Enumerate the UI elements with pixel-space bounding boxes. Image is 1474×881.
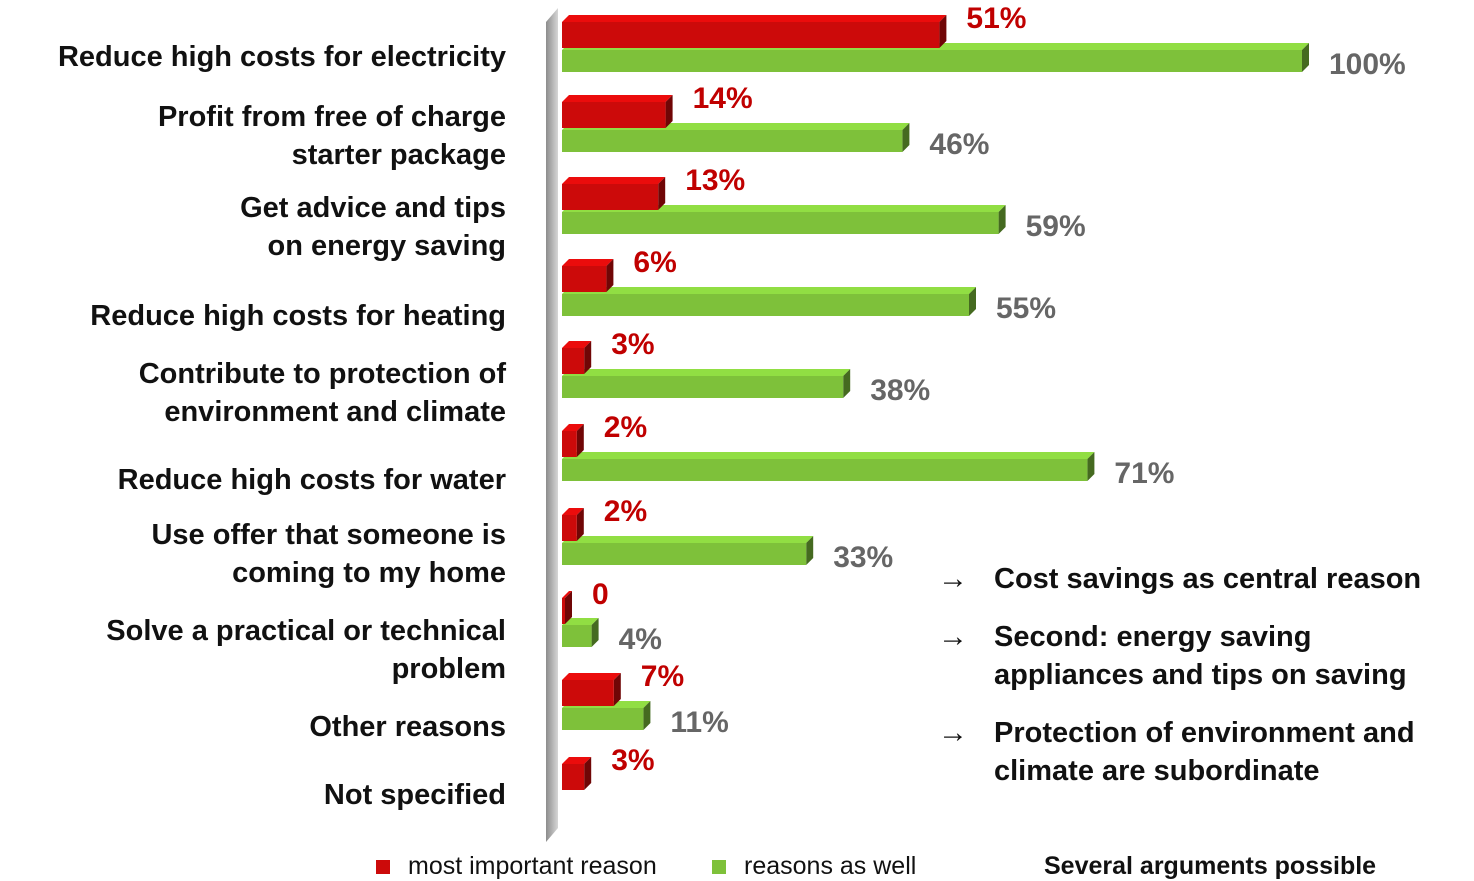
data-label: 46% xyxy=(929,128,989,161)
category-label: Not specified xyxy=(324,779,506,811)
data-label: 2% xyxy=(604,495,647,528)
takeaway-text: Protection of environment and climate ar… xyxy=(994,717,1415,787)
footnote: Several arguments possible xyxy=(1044,852,1377,880)
bar-most-important xyxy=(562,424,584,457)
legend-label: reasons as well xyxy=(744,852,917,880)
category-label: Other reasons xyxy=(309,711,506,743)
category-label: Solve a practical or technical xyxy=(106,615,506,647)
legend-swatch-red xyxy=(376,860,390,875)
category-labels: 100% 51% Reduce high costs for electricity… xyxy=(58,2,1406,811)
bar-reasons-as-well xyxy=(562,452,1095,481)
bar-reasons-as-well xyxy=(562,205,1006,234)
category-label: Profit from free of charge xyxy=(158,101,506,133)
arrow-icon: → xyxy=(938,620,968,653)
category-label: Reduce high costs for water xyxy=(118,464,506,496)
data-label: 2% xyxy=(604,411,647,444)
data-label: 55% xyxy=(996,292,1056,325)
category-label: problem xyxy=(392,653,506,685)
bar-reasons-as-well xyxy=(562,701,651,730)
data-label: 6% xyxy=(633,246,676,279)
data-label: 4% xyxy=(619,623,662,656)
category-label: Contribute to protection of xyxy=(139,358,507,390)
category-label: environment and climate xyxy=(164,396,506,428)
legend-label: most important reason xyxy=(408,852,657,880)
bar-reasons-as-well xyxy=(562,287,976,316)
data-label: 11% xyxy=(670,706,728,739)
data-label: 13% xyxy=(685,164,745,197)
legend-swatch-green xyxy=(712,860,726,875)
data-label: 14% xyxy=(693,82,753,115)
bars-group xyxy=(562,15,1309,790)
data-label: 71% xyxy=(1114,457,1174,490)
category-label: coming to my home xyxy=(232,557,506,589)
bar-most-important xyxy=(562,341,592,374)
data-label: 0 xyxy=(592,578,609,611)
data-label: 51% xyxy=(966,2,1026,35)
takeaway-text: Second: energy saving appliances and tip… xyxy=(994,621,1407,691)
bar-most-important xyxy=(562,673,621,706)
category-label: Reduce high costs for heating xyxy=(90,300,506,332)
takeaway-note: → Second: energy saving appliances and t… xyxy=(938,618,1468,694)
data-label: 7% xyxy=(641,660,684,693)
bar-reasons-as-well xyxy=(562,369,851,398)
bar-most-important xyxy=(562,259,614,292)
bar-most-important xyxy=(562,508,584,541)
data-label: 100% xyxy=(1329,48,1406,81)
arrow-icon: → xyxy=(938,562,968,595)
bar-reasons-as-well xyxy=(562,536,814,565)
takeaway-notes: → Cost savings as central reason → Secon… xyxy=(938,560,1468,810)
data-label: 3% xyxy=(611,328,654,361)
bar-reasons-as-well xyxy=(562,618,599,647)
takeaway-note: → Cost savings as central reason xyxy=(938,560,1468,598)
category-label: Use offer that someone is xyxy=(151,519,506,551)
bar-most-important xyxy=(562,177,666,210)
category-label: Get advice and tips xyxy=(240,192,506,224)
data-label: 33% xyxy=(833,541,893,574)
takeaway-text: Cost savings as central reason xyxy=(994,563,1422,595)
arrow-icon: → xyxy=(938,716,968,749)
bar-most-important xyxy=(562,591,572,624)
takeaway-note: → Protection of environment and climate … xyxy=(938,714,1468,790)
bar-most-important xyxy=(562,15,947,48)
legend-item-most-important: most important reason xyxy=(376,852,657,881)
data-label: 59% xyxy=(1026,210,1086,243)
chart-axis-wall xyxy=(546,8,558,842)
bar-most-important xyxy=(562,757,592,790)
bar-most-important xyxy=(562,95,673,128)
category-label: Reduce high costs for electricity xyxy=(58,41,506,73)
category-label: starter package xyxy=(292,139,506,171)
category-label: on energy saving xyxy=(267,230,506,262)
legend-item-as-well: reasons as well xyxy=(712,852,916,881)
data-label: 38% xyxy=(870,374,930,407)
data-label: 3% xyxy=(611,744,654,777)
